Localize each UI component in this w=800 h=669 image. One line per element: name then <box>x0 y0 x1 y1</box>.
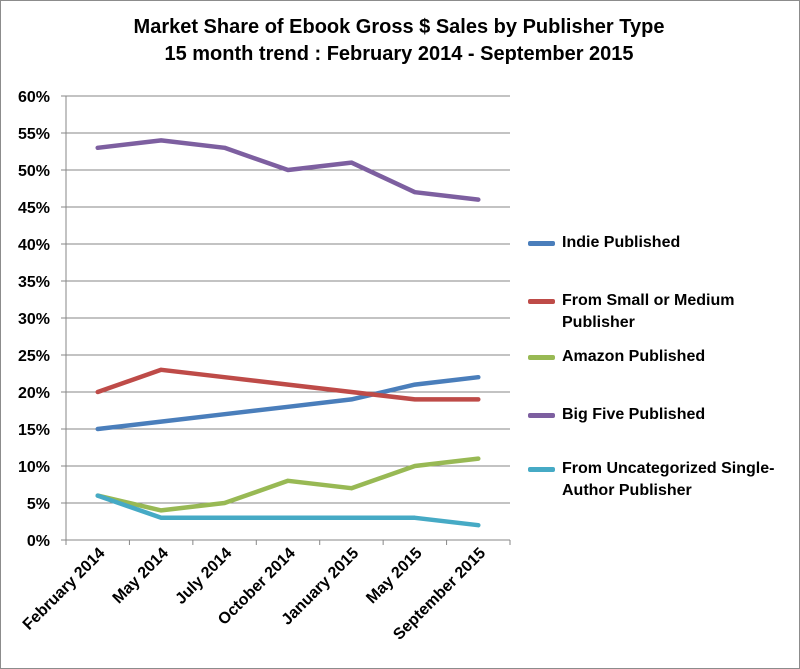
legend-swatch <box>528 299 555 304</box>
x-tick-label: February 2014 <box>20 545 109 634</box>
legend-swatch <box>528 241 555 246</box>
legend-swatch <box>528 355 555 360</box>
y-tick-label: 45% <box>18 200 50 217</box>
x-tick-label: May 2014 <box>110 545 172 607</box>
chart-title-block: Market Share of Ebook Gross $ Sales by P… <box>0 14 798 68</box>
y-tick-label: 5% <box>27 496 50 513</box>
chart-title: Market Share of Ebook Gross $ Sales by P… <box>133 16 665 38</box>
y-tick-label: 0% <box>27 533 50 550</box>
x-tick-label: July 2014 <box>172 545 235 608</box>
y-tick-label: 55% <box>18 126 50 143</box>
y-tick-label: 50% <box>18 163 50 180</box>
series-line <box>95 493 481 528</box>
y-tick-label: 20% <box>18 385 50 402</box>
chart-subtitle: 15 month trend : February 2014 - Septemb… <box>164 43 634 65</box>
y-tick-label: 40% <box>18 237 50 254</box>
legend-label: From Small or Medium Publisher <box>562 292 735 331</box>
series-line <box>95 138 481 202</box>
y-tick-label: 30% <box>18 311 50 328</box>
y-tick-label: 15% <box>18 422 50 439</box>
y-tick-label: 10% <box>18 459 50 476</box>
y-axis-ticks: 0% 5% 10% 15% 20% 25% 30% 35% 40% 45% 50% 55% 60% <box>18 89 66 550</box>
series-lines <box>95 138 481 528</box>
legend-label: Amazon Published <box>562 348 706 365</box>
legend-label: From Uncategorized Single-Author Publish… <box>562 460 775 499</box>
series-line <box>95 374 481 432</box>
y-tick-label: 35% <box>18 274 50 291</box>
x-tick-label: May 2015 <box>363 545 425 607</box>
series-line <box>95 456 481 513</box>
legend-swatch <box>528 467 555 472</box>
legend-label: Indie Published <box>562 234 681 251</box>
legend-swatch <box>528 413 555 418</box>
gridlines <box>66 95 510 504</box>
y-tick-label: 60% <box>18 89 50 106</box>
y-tick-label: 25% <box>18 348 50 365</box>
series-line <box>95 367 481 402</box>
legend-label: Big Five Published <box>562 406 706 423</box>
axes <box>65 96 510 541</box>
